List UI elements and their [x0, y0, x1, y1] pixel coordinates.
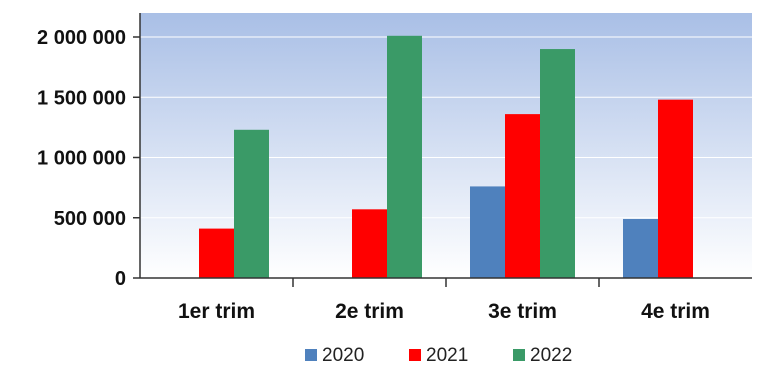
bar-2021-4	[658, 100, 693, 278]
y-axis-ticks: 0 500 000 1 000 000 1 500 000 2 000 000	[37, 27, 140, 290]
bar-2022-1	[234, 130, 269, 278]
x-tick-label: 4e trim	[641, 300, 710, 323]
y-tick-label: 1 500 000	[37, 87, 126, 109]
x-axis-ticks: 1er trim 2e trim 3e trim 4e trim	[178, 278, 710, 323]
legend-label-2021: 2021	[426, 345, 468, 365]
legend-swatch-2020	[305, 349, 317, 361]
y-tick-label: 0	[115, 268, 126, 290]
bar-2021-1	[199, 229, 234, 278]
legend-label-2020: 2020	[322, 345, 364, 365]
bar-2020-4	[623, 219, 658, 278]
bar-2020-3	[470, 186, 505, 278]
bar-2021-3	[505, 114, 540, 278]
legend-swatch-2022	[513, 349, 525, 361]
bar-2022-3	[540, 49, 575, 278]
x-tick-label: 3e trim	[488, 300, 557, 323]
legend: 2020 2021 2022	[305, 345, 572, 365]
bar-2022-2	[387, 36, 422, 278]
x-tick-label: 2e trim	[335, 300, 404, 323]
y-tick-label: 1 000 000	[37, 148, 126, 170]
y-tick-label: 2 000 000	[37, 27, 126, 49]
x-tick-label: 1er trim	[178, 300, 255, 323]
y-tick-label: 500 000	[54, 208, 126, 230]
bar-2021-2	[352, 209, 387, 278]
legend-label-2022: 2022	[530, 345, 572, 365]
legend-swatch-2021	[409, 349, 421, 361]
